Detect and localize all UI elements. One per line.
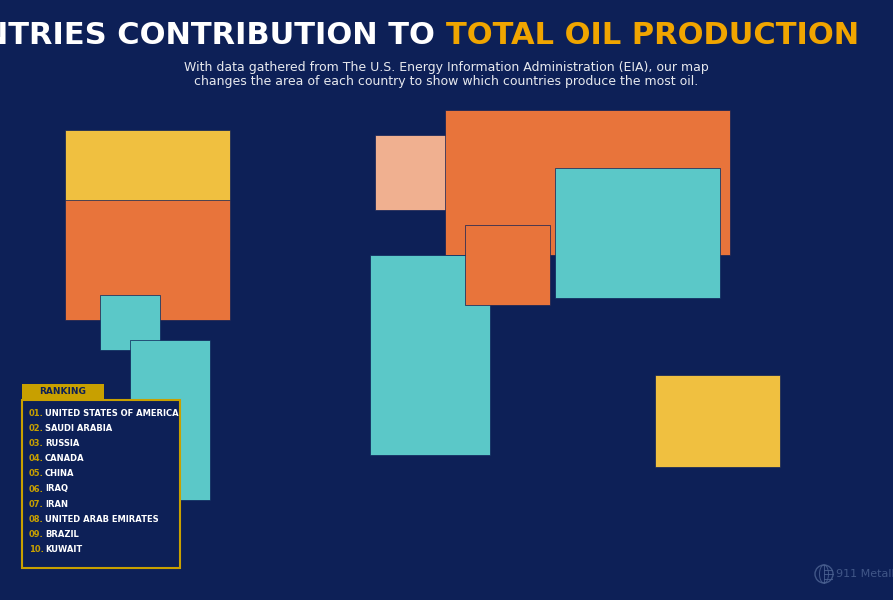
Text: CHINA: CHINA <box>45 469 74 478</box>
Text: With data gathered from The U.S. Energy Information Administration (EIA), our ma: With data gathered from The U.S. Energy … <box>184 61 708 74</box>
Text: UNITED ARAB EMIRATES: UNITED ARAB EMIRATES <box>45 515 159 524</box>
Text: 03.: 03. <box>29 439 44 448</box>
Bar <box>130 340 210 500</box>
Text: BRAZIL: BRAZIL <box>45 530 79 539</box>
Bar <box>655 375 780 467</box>
Text: KUWAIT: KUWAIT <box>45 545 82 554</box>
Text: 04.: 04. <box>29 454 44 463</box>
Text: 09.: 09. <box>29 530 44 539</box>
Text: 01.: 01. <box>29 409 44 418</box>
Text: COUNTRIES CONTRIBUTION TO: COUNTRIES CONTRIBUTION TO <box>0 22 446 50</box>
Bar <box>65 200 230 320</box>
Bar <box>22 400 180 568</box>
Text: 02.: 02. <box>29 424 44 433</box>
Text: IRAN: IRAN <box>45 500 68 509</box>
Bar <box>65 130 230 250</box>
Bar <box>22 384 104 400</box>
Text: RANKING: RANKING <box>39 388 87 397</box>
Text: 06.: 06. <box>29 485 44 493</box>
Text: 911 Metallurgist: 911 Metallurgist <box>836 569 893 579</box>
Text: 05.: 05. <box>29 469 44 478</box>
Bar <box>465 225 550 305</box>
Text: TOTAL OIL PRODUCTION: TOTAL OIL PRODUCTION <box>446 22 859 50</box>
Text: 08.: 08. <box>29 515 44 524</box>
Text: IRAQ: IRAQ <box>45 485 68 493</box>
Text: RUSSIA: RUSSIA <box>45 439 79 448</box>
Bar <box>100 295 160 350</box>
Text: 07.: 07. <box>29 500 44 509</box>
Text: CANADA: CANADA <box>45 454 85 463</box>
Bar <box>445 110 730 255</box>
Text: 10.: 10. <box>29 545 44 554</box>
Bar <box>375 135 460 210</box>
Bar <box>555 168 720 298</box>
Text: changes the area of each country to show which countries produce the most oil.: changes the area of each country to show… <box>194 76 698 88</box>
Text: SAUDI ARABIA: SAUDI ARABIA <box>45 424 113 433</box>
Text: UNITED STATES OF AMERICA: UNITED STATES OF AMERICA <box>45 409 179 418</box>
Bar <box>370 255 490 455</box>
